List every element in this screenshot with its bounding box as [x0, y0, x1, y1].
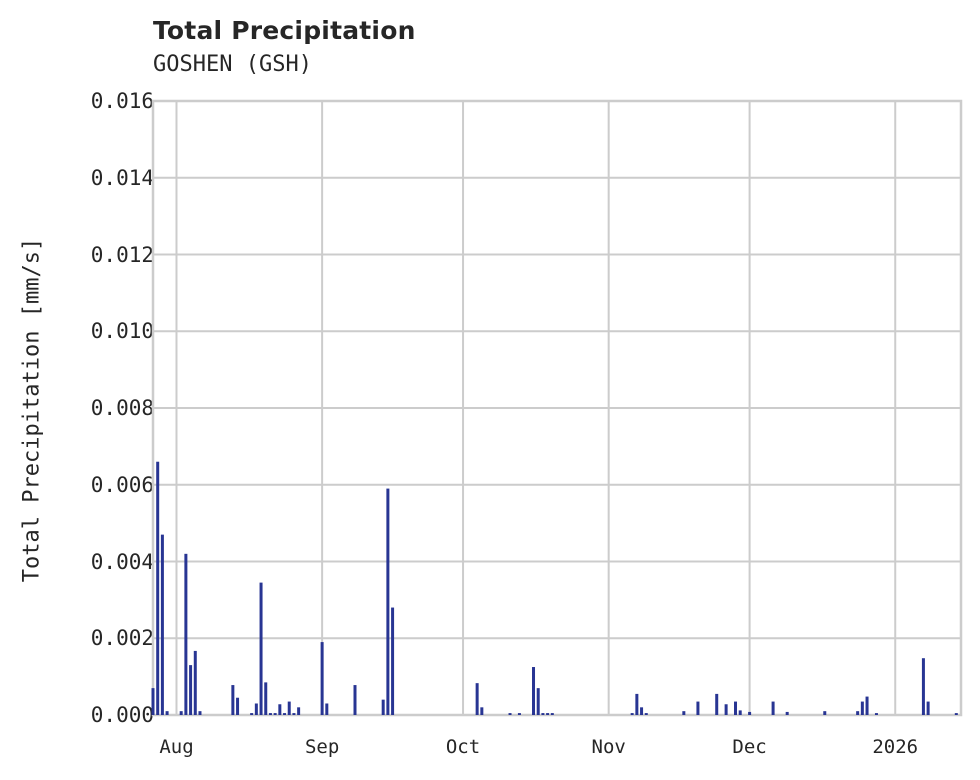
x-tick-label: Oct [445, 736, 481, 758]
precip-bar [475, 683, 479, 715]
precip-bar [682, 711, 686, 715]
y-tick-label: 0.010 [90, 319, 154, 344]
precipitation-series [151, 461, 958, 715]
precip-bar [236, 697, 240, 715]
y-tick-label: 0.004 [90, 549, 154, 574]
precip-bar [264, 682, 268, 715]
precip-bar [546, 713, 550, 715]
precip-bar [748, 711, 752, 715]
plot-frame [151, 99, 963, 717]
precip-bar [278, 704, 282, 715]
precip-bar [268, 713, 272, 715]
y-tick-label: 0.012 [90, 242, 154, 267]
precip-bar [536, 688, 540, 715]
y-tick-label: 0.006 [90, 472, 154, 497]
precip-bar [921, 658, 925, 715]
precip-bar [541, 713, 545, 715]
precip-bar [325, 703, 329, 715]
precip-bar [179, 711, 183, 715]
precip-bar [353, 685, 357, 715]
precip-bar [156, 461, 160, 715]
precip-bar [635, 693, 639, 715]
x-tick-label: 2026 [872, 736, 919, 758]
precip-bar [696, 701, 700, 715]
precip-bar [508, 713, 512, 715]
precip-bar [865, 696, 869, 715]
precip-bar [254, 703, 258, 715]
precip-bar [738, 710, 742, 715]
precip-bar [856, 711, 860, 715]
gridlines [153, 100, 961, 716]
precip-bar [532, 667, 536, 715]
precip-bar [292, 713, 296, 715]
precip-bar [734, 701, 738, 715]
precip-bar [381, 699, 385, 715]
precip-bar [259, 582, 263, 715]
precip-bar [160, 534, 164, 715]
precip-bar [283, 713, 287, 715]
precip-bar [771, 701, 775, 715]
precip-bar [189, 665, 193, 715]
precip-bar [231, 685, 235, 715]
precip-bar [184, 553, 188, 715]
precip-bar [724, 704, 728, 715]
precip-bar [250, 713, 254, 715]
precip-bar [630, 713, 634, 715]
y-tick-label: 0.000 [90, 703, 154, 727]
precip-bar [785, 711, 789, 715]
precip-bar [860, 701, 864, 715]
precip-bar [874, 713, 878, 715]
x-tick-label: Sep [304, 736, 340, 758]
precip-bar [273, 713, 277, 715]
precip-bar [954, 713, 958, 715]
precip-bar [165, 711, 169, 715]
chart-subtitle: GOSHEN (GSH) [153, 52, 312, 77]
y-tick-label: 0.016 [90, 89, 154, 113]
y-tick-label: 0.002 [90, 626, 154, 651]
precip-bar [823, 711, 827, 715]
x-tick-label: Aug [159, 736, 194, 758]
precip-bar [644, 713, 648, 715]
precip-bar [193, 650, 197, 715]
precip-bar [320, 642, 324, 715]
precip-bar [151, 688, 155, 715]
precip-bar [391, 607, 395, 715]
precip-bar [386, 488, 390, 715]
chart-title: Total Precipitation [153, 16, 416, 45]
x-tick-label: Nov [591, 736, 626, 758]
precip-bar [926, 701, 930, 715]
precip-bar [640, 707, 644, 715]
precip-bar [198, 711, 202, 715]
precip-bar [550, 713, 554, 715]
x-tick-label: Dec [732, 736, 767, 758]
precip-bar [297, 707, 301, 715]
precip-bar [480, 707, 484, 715]
precip-bar [715, 693, 719, 715]
y-tick-label: 0.008 [90, 396, 154, 420]
precip-bar [517, 713, 521, 715]
y-tick-label: 0.014 [90, 165, 154, 190]
precip-bar [287, 701, 291, 715]
